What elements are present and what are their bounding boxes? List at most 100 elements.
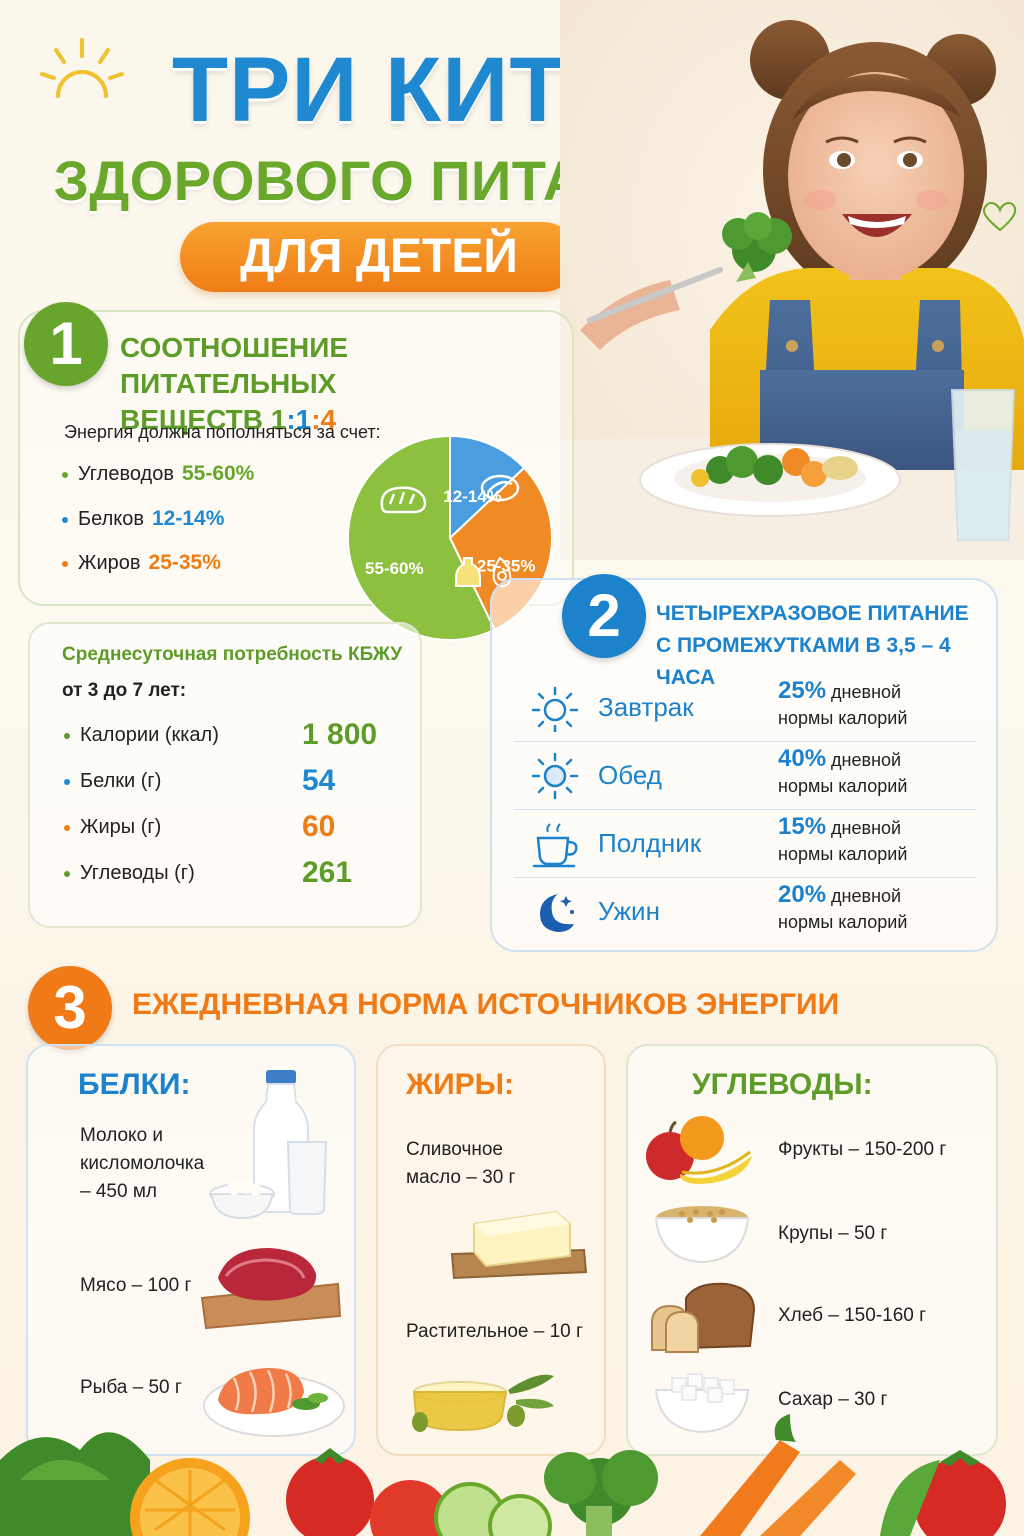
kbju-value: 1 800 xyxy=(302,718,378,751)
pie-label-Углеводы: 55-60% xyxy=(365,559,424,578)
protein-milk-text: Молоко и кисломолочка – 450 мл xyxy=(80,1122,204,1206)
carb-fruits-text: Фрукты – 150-200 г xyxy=(778,1139,947,1160)
meal-percent: 25% дневной нормы калорий xyxy=(778,678,907,731)
moon-icon xyxy=(540,894,574,932)
cup-icon xyxy=(532,823,578,868)
food-line: Молоко и xyxy=(80,1125,164,1146)
bullet-dot xyxy=(64,824,70,831)
energy-item-value: 12-14% xyxy=(151,507,225,530)
meal-name: Обед xyxy=(598,760,662,790)
meal-pct-text1: дневной xyxy=(826,750,902,770)
kbju-card xyxy=(28,622,422,928)
sun-icon xyxy=(531,752,579,800)
fat-butter-text: Сливочное масло – 30 г xyxy=(406,1136,515,1192)
kbju-label: Калории (ккал) xyxy=(80,724,219,746)
fat-heading: ЖИРЫ: xyxy=(406,1068,515,1101)
kbju-label: Белки (г) xyxy=(80,770,162,792)
butter-image xyxy=(450,1210,588,1280)
meal-name: Ужин xyxy=(598,896,660,926)
food-line: Сливочное xyxy=(406,1139,503,1160)
vegetables-border-image xyxy=(0,1414,1006,1536)
energy-item-fat: Жиров 25-35% xyxy=(62,551,221,575)
section1-number-badge: 1 xyxy=(24,302,108,386)
title-line-1: ТРИ КИТА xyxy=(171,39,629,141)
meal-name: Завтрак xyxy=(598,692,694,722)
meal-percent: 15% дневной нормы калорий xyxy=(778,814,907,867)
kbju-label: Жиры (г) xyxy=(80,816,162,838)
meal-row-breakfast: Завтрак 25% дневной нормы калорий xyxy=(514,674,976,742)
ratio-part-1: 1 xyxy=(270,404,287,435)
vegetable-oil-image xyxy=(412,1374,554,1432)
kbju-value: 54 xyxy=(302,764,336,797)
sugar-bowl-image xyxy=(654,1373,750,1434)
cereal-bowl-image xyxy=(654,1206,750,1264)
energy-intro-text: Энергия должна пополняться за счет: xyxy=(64,422,381,442)
energy-item-label: Углеводов xyxy=(78,463,174,485)
kbju-value: 60 xyxy=(302,810,336,843)
pie-slice-Белки xyxy=(449,434,526,541)
kbju-row-protein: Белки (г) 54 xyxy=(64,764,394,797)
girl-eating-broccoli-image xyxy=(560,0,1024,560)
energy-item-protein: Белков 12-14% xyxy=(62,507,224,531)
section1-title: СООТНОШЕНИЕ ПИТАТЕЛЬНЫХ ВЕЩЕСТВ 1:1:4 xyxy=(120,330,560,438)
bullet-dot xyxy=(64,732,70,739)
meal-row-dinner: Ужин 20% дневной нормы калорий xyxy=(514,878,976,946)
meal-percent: 20% дневной нормы калорий xyxy=(778,882,907,935)
fruits-image xyxy=(646,1116,752,1184)
divider xyxy=(514,877,976,878)
fat-oil-text: Растительное – 10 г xyxy=(406,1321,583,1342)
energy-item-carbs: Углеводов 55-60% xyxy=(62,462,254,486)
section2-number-badge: 2 xyxy=(562,574,646,658)
kbju-row-fat: Жиры (г) 60 xyxy=(64,810,394,843)
ratio-part-2: 1 xyxy=(295,404,312,435)
carb-sugar-text: Сахар – 30 г xyxy=(778,1389,888,1410)
kbju-label: Углеводы (г) xyxy=(80,862,195,884)
meal-pct-value: 40% xyxy=(778,745,827,772)
bread-image xyxy=(651,1282,756,1353)
kbju-title: Среднесуточная потребность КБЖУ xyxy=(62,644,403,665)
kbju-row-calories: Калории (ккал) 1 800 xyxy=(64,718,394,751)
kbju-age: от 3 до 7 лет: xyxy=(62,680,187,701)
meal-row-snack: Полдник 15% дневной нормы калорий xyxy=(514,810,976,878)
bullet-dot xyxy=(62,516,68,523)
food-line: кисломолочка xyxy=(80,1153,205,1174)
meal-pct-text1: дневной xyxy=(826,886,902,906)
section2-title-line2: С ПРОМЕЖУТКАМИ В 3,5 – 4 ЧАСА xyxy=(656,634,951,689)
section3-title: ЕЖЕДНЕВНАЯ НОРМА ИСТОЧНИКОВ ЭНЕРГИИ xyxy=(132,988,840,1021)
bullet-dot xyxy=(62,560,68,567)
meal-pct-text2: нормы калорий xyxy=(778,708,908,728)
meal-pct-text1: дневной xyxy=(826,682,902,702)
bread-icon xyxy=(380,486,427,514)
meal-pct-text2: нормы калорий xyxy=(778,844,908,864)
sunrise-icon xyxy=(531,686,579,732)
carb-heading: УГЛЕВОДЫ: xyxy=(692,1068,873,1101)
divider xyxy=(514,741,976,742)
energy-item-label: Белков xyxy=(78,508,144,530)
kbju-row-carbs: Углеводы (г) 261 xyxy=(64,856,394,889)
title-badge: ДЛЯ ДЕТЕЙ xyxy=(180,222,578,292)
ratio-part-3: 4 xyxy=(320,404,337,435)
meal-pct-text1: дневной xyxy=(826,818,902,838)
section3-number-badge: 3 xyxy=(28,966,112,1050)
energy-item-label: Жиров xyxy=(78,552,141,574)
ratio-colon-2: : xyxy=(311,404,321,435)
energy-item-value: 25-35% xyxy=(148,551,221,574)
section2-title: ЧЕТЫРЕХРАЗОВОЕ ПИТАНИЕ С ПРОМЕЖУТКАМИ В … xyxy=(656,598,996,694)
pie-label-Белки: 12-14% xyxy=(443,487,502,506)
bullet-dot xyxy=(64,778,70,785)
divider xyxy=(514,809,976,810)
meal-pct-value: 25% xyxy=(778,677,827,704)
pie-label-Жиры: 25-35% xyxy=(477,556,536,575)
meal-pct-value: 15% xyxy=(778,813,827,840)
food-line: масло – 30 г xyxy=(406,1167,516,1188)
meal-name: Полдник xyxy=(598,828,702,858)
protein-fish-text: Рыба – 50 г xyxy=(80,1377,182,1398)
section1-title-prefix: ВЕЩЕСТВ xyxy=(120,404,271,435)
meat-image xyxy=(200,1248,342,1330)
food-line: – 450 мл xyxy=(80,1181,157,1202)
section1-title-line1: СООТНОШЕНИЕ ПИТАТЕЛЬНЫХ xyxy=(120,332,349,399)
section1-title-line2: ВЕЩЕСТВ 1:1:4 xyxy=(120,402,560,438)
protein-heading: БЕЛКИ: xyxy=(78,1068,191,1101)
fish-salmon-image xyxy=(203,1368,345,1437)
meal-percent: 40% дневной нормы калорий xyxy=(778,746,907,799)
